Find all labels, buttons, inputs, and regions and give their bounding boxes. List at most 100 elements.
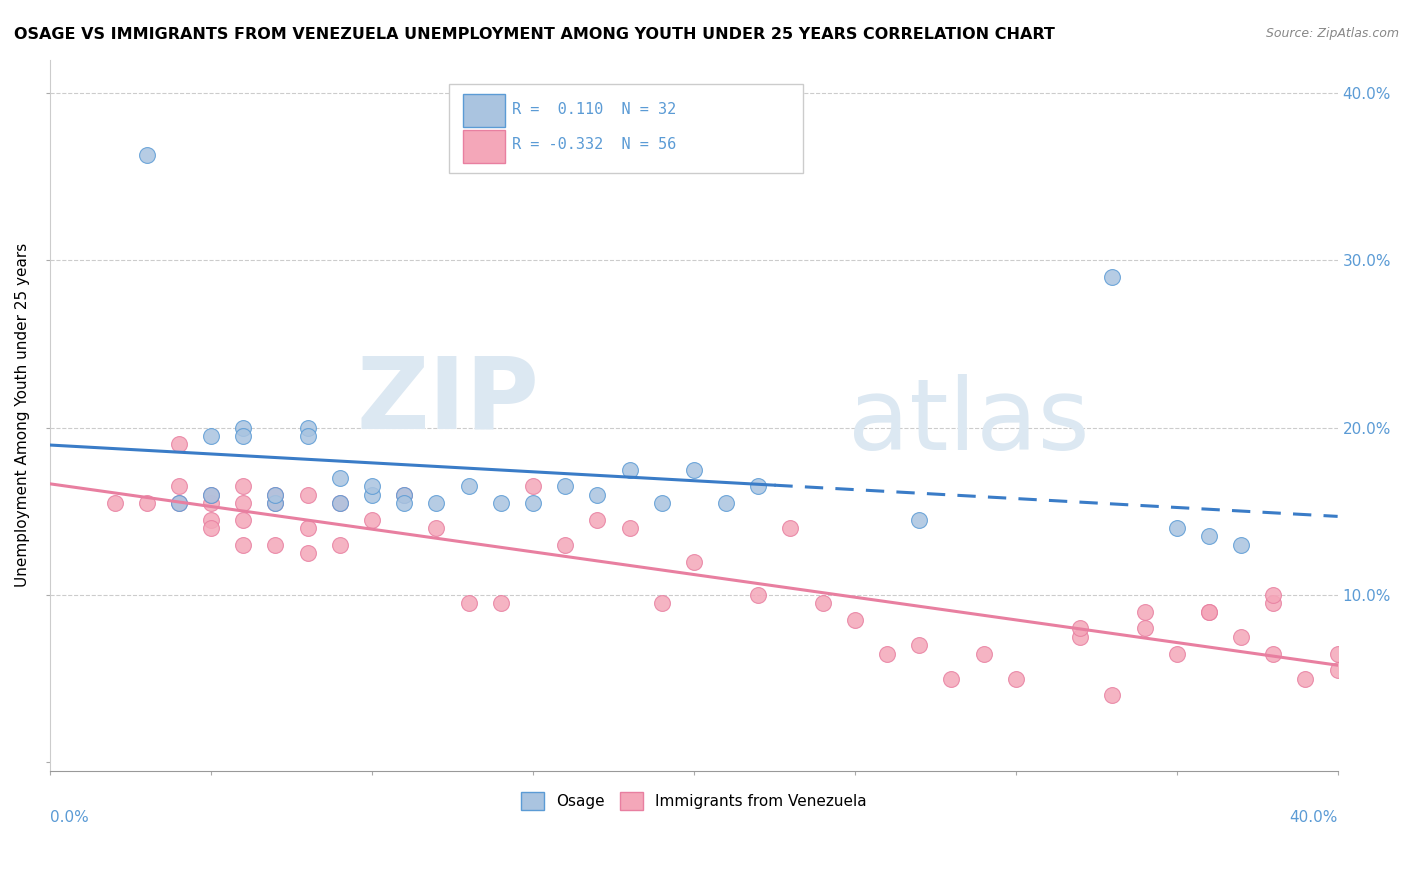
Point [232,538,254,552]
Point [1069,630,1091,644]
Point [361,479,384,493]
Point [554,538,576,552]
Point [232,513,254,527]
FancyBboxPatch shape [464,130,505,162]
Point [264,496,287,510]
Text: atlas: atlas [848,374,1090,471]
Point [135,496,157,510]
Point [232,479,254,493]
Point [1101,270,1123,285]
Point [651,496,673,510]
Point [844,613,866,627]
Point [1230,538,1253,552]
FancyBboxPatch shape [450,85,803,173]
Point [135,148,157,162]
Point [973,647,995,661]
Point [1326,647,1348,661]
Point [297,429,319,443]
Point [683,462,706,476]
Point [329,471,352,485]
Point [167,437,190,451]
Point [200,429,222,443]
Point [297,488,319,502]
Point [167,496,190,510]
Point [167,496,190,510]
Point [264,496,287,510]
FancyBboxPatch shape [464,95,505,128]
Point [297,546,319,560]
Point [522,479,544,493]
Point [361,488,384,502]
Point [1326,663,1348,677]
Point [876,647,898,661]
Point [1166,521,1188,535]
Point [489,596,512,610]
Text: 40.0%: 40.0% [1289,810,1337,825]
Point [586,513,609,527]
Point [747,479,769,493]
Point [200,496,222,510]
Point [425,521,447,535]
Point [1230,630,1253,644]
Point [200,488,222,502]
Point [232,420,254,434]
Point [1004,672,1026,686]
Point [167,479,190,493]
Point [522,496,544,510]
Point [200,513,222,527]
Point [457,596,479,610]
Text: Source: ZipAtlas.com: Source: ZipAtlas.com [1265,27,1399,40]
Text: ZIP: ZIP [357,352,540,450]
Point [1101,689,1123,703]
Point [425,496,447,510]
Text: OSAGE VS IMMIGRANTS FROM VENEZUELA UNEMPLOYMENT AMONG YOUTH UNDER 25 YEARS CORRE: OSAGE VS IMMIGRANTS FROM VENEZUELA UNEMP… [14,27,1054,42]
Point [392,488,415,502]
Point [457,479,479,493]
Point [1069,622,1091,636]
Point [392,488,415,502]
Point [1263,588,1285,602]
Point [264,538,287,552]
Point [1263,647,1285,661]
Point [200,521,222,535]
Point [908,638,931,652]
Point [651,596,673,610]
Point [329,538,352,552]
Point [714,496,737,510]
Point [1133,622,1156,636]
Point [1198,605,1220,619]
Point [554,479,576,493]
Point [779,521,801,535]
Point [1166,647,1188,661]
Point [264,488,287,502]
Point [747,588,769,602]
Point [361,513,384,527]
Point [329,496,352,510]
Point [1294,672,1316,686]
Point [297,420,319,434]
Point [683,555,706,569]
Point [1198,529,1220,543]
Point [941,672,963,686]
Text: R = -0.332  N = 56: R = -0.332 N = 56 [512,137,676,153]
Point [908,513,931,527]
Point [1133,605,1156,619]
Point [232,429,254,443]
Point [811,596,834,610]
Y-axis label: Unemployment Among Youth under 25 years: Unemployment Among Youth under 25 years [15,243,30,587]
Point [200,488,222,502]
Point [232,496,254,510]
Point [619,462,641,476]
Point [264,488,287,502]
Legend: Osage, Immigrants from Venezuela: Osage, Immigrants from Venezuela [515,786,873,816]
Point [586,488,609,502]
Point [103,496,125,510]
Point [489,496,512,510]
Text: R =  0.110  N = 32: R = 0.110 N = 32 [512,102,676,117]
Point [619,521,641,535]
Point [1263,596,1285,610]
Point [1198,605,1220,619]
Text: 0.0%: 0.0% [51,810,89,825]
Point [392,496,415,510]
Point [329,496,352,510]
